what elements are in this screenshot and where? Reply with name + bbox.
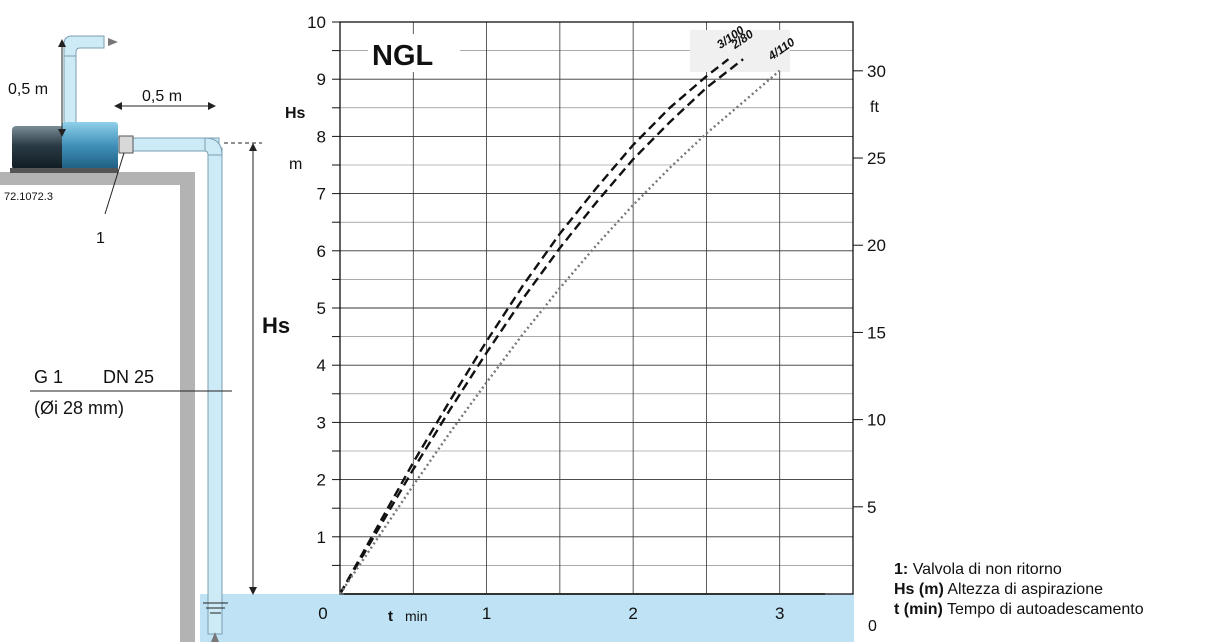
x-axis-unit: min: [405, 608, 428, 624]
pump-base: [10, 168, 118, 173]
pump-code: 72.1072.3: [4, 191, 53, 203]
y-axis-ticks: 1 2 3 4 5 6 7 8 9 10: [307, 13, 340, 566]
x-tick-label: 0: [318, 604, 327, 623]
legend-item: Hs (m) Altezza di aspirazione: [894, 580, 1144, 600]
valve-leader: [104, 152, 125, 215]
y2-axis-ticks: 5 10 15 20 25 30: [853, 62, 886, 517]
chart-grid: [340, 22, 853, 594]
title-backdrop: [368, 34, 460, 72]
y-tick-label: 4: [317, 356, 326, 375]
chart-title: NGL: [372, 40, 433, 72]
delivery-elbow: [63, 35, 105, 57]
legend-key: 1:: [894, 561, 909, 578]
legend-item: 1: Valvola di non ritorno: [894, 560, 1144, 580]
y2-tick-label: 5: [867, 498, 876, 517]
y-tick-label: 2: [317, 471, 326, 490]
zero-right-label: 0: [868, 618, 877, 635]
y-axis-label: Hs: [285, 105, 306, 122]
check-valve: [118, 135, 134, 154]
length-label: 0,5 m: [142, 88, 182, 105]
legend-text: Tempo di autoadescamento: [947, 601, 1144, 618]
valve-marker: 1: [96, 230, 105, 247]
pipe-thread-label: G 1: [34, 367, 63, 387]
y-tick-label: 8: [317, 127, 326, 146]
series-line: [338, 58, 744, 595]
x-axis-label: t: [388, 608, 393, 625]
pump-body: [62, 122, 118, 170]
pump-motor: [12, 126, 64, 170]
y2-tick-label: 15: [867, 323, 886, 342]
x-axis-ticks: 0 1 2 3: [318, 593, 825, 623]
x-tick-label: 1: [482, 604, 491, 623]
legend-key: t (min): [894, 601, 943, 618]
water-level-symbol: [203, 602, 228, 614]
suction-height-label: Hs: [262, 313, 290, 338]
y-tick-label: 10: [307, 13, 326, 32]
y2-tick-label: 25: [867, 149, 886, 168]
legend-key: Hs (m): [894, 581, 944, 598]
water-area: [200, 594, 854, 642]
y-axis-unit: m: [289, 156, 302, 173]
pipe-diameter-label: (Øi 28 mm): [34, 398, 124, 418]
series-line: [338, 58, 730, 595]
y2-tick-label: 10: [867, 411, 886, 430]
x-tick-label: 2: [628, 604, 637, 623]
y-tick-label: 3: [317, 413, 326, 432]
series-line: [339, 69, 781, 595]
legend-text: Valvola di non ritorno: [912, 561, 1062, 578]
y-tick-label: 7: [317, 185, 326, 204]
inflow-arrow-icon: [211, 632, 219, 642]
y-tick-label: 6: [317, 242, 326, 261]
legend: 1: Valvola di non ritorno Hs (m) Altezza…: [894, 560, 1144, 620]
y-tick-label: 5: [317, 299, 326, 318]
y2-axis-unit: ft: [870, 99, 879, 116]
pipe-elbow: [204, 137, 223, 156]
installation-diagram: 0,5 m 0,5 m 72.1072.3 1 Hs G 1 DN 25 (Øi…: [0, 35, 854, 642]
y2-tick-label: 30: [867, 62, 886, 81]
legend-item: t (min) Tempo di autoadescamento: [894, 600, 1144, 620]
height-label: 0,5 m: [8, 81, 48, 98]
y-tick-label: 9: [317, 70, 326, 89]
y2-tick-label: 20: [867, 236, 886, 255]
flow-out-arrow-icon: [108, 38, 118, 46]
y-tick-label: 1: [317, 528, 326, 547]
series-label-backdrop: [690, 30, 790, 72]
pipe-dn-label: DN 25: [103, 367, 154, 387]
legend-text: Altezza di aspirazione: [947, 581, 1103, 598]
x-tick-label: 3: [775, 604, 784, 623]
